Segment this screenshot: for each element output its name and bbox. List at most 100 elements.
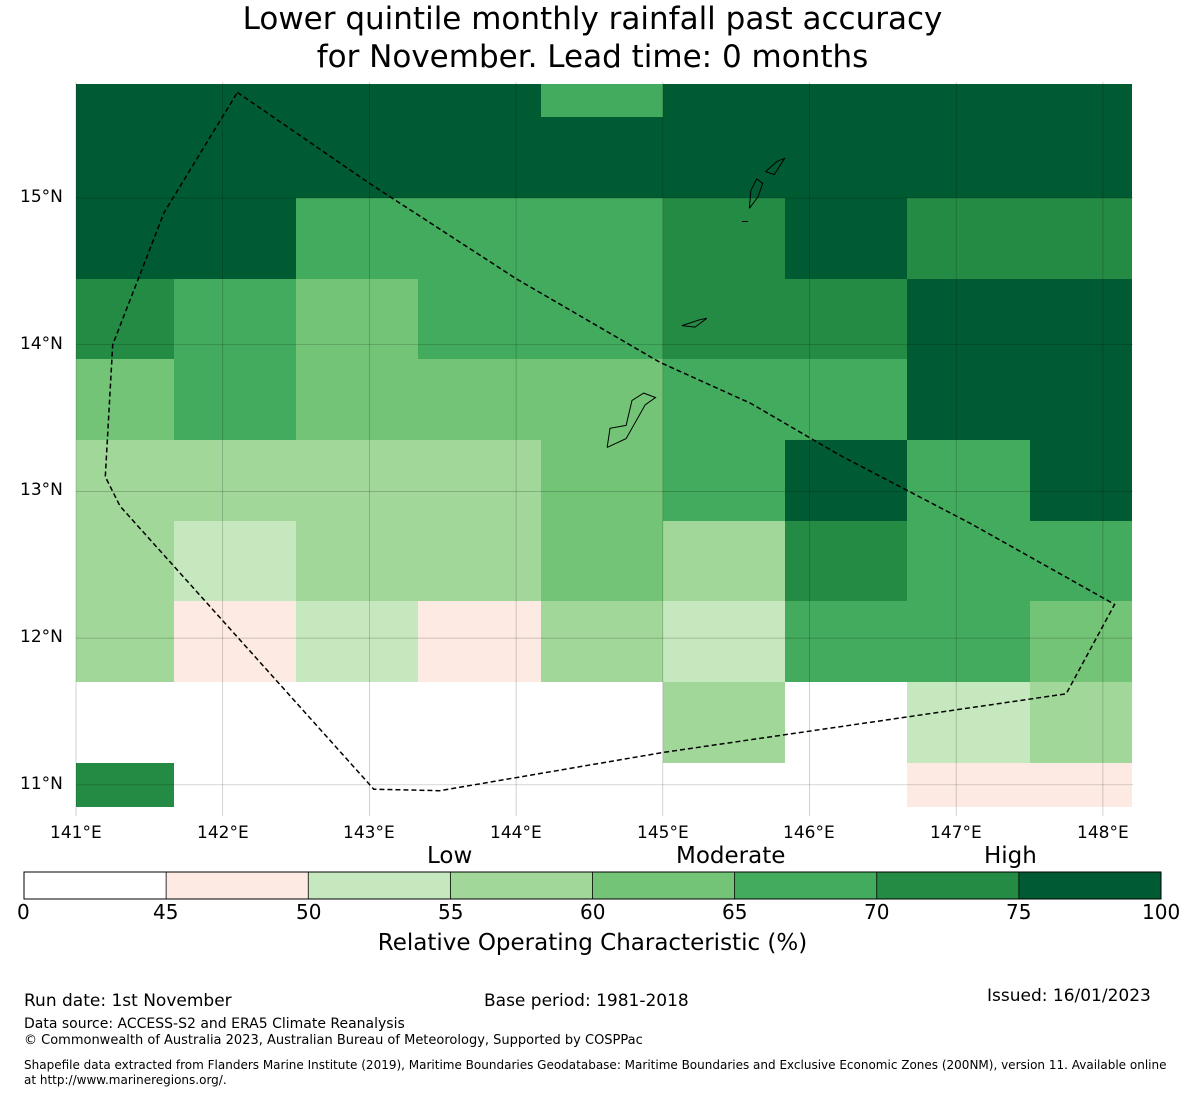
lon-label: 141°E	[50, 823, 102, 843]
grid-cell	[663, 601, 785, 682]
grid-cell	[296, 440, 418, 521]
grid-cell	[174, 84, 296, 117]
lon-label: 143°E	[343, 823, 395, 843]
grid-cell	[174, 198, 296, 279]
shapefile-credit-line-1: Shapefile data extracted from Flanders M…	[24, 1058, 1167, 1072]
grid-cell	[76, 682, 174, 763]
grid-cell	[296, 601, 418, 682]
colorbar-segment	[450, 872, 593, 899]
title-line-1: Lower quintile monthly rainfall past acc…	[242, 1, 943, 37]
grid-cell	[541, 359, 663, 440]
island-outline	[748, 178, 764, 209]
grid-cell	[663, 359, 785, 440]
colorbar-frame	[23, 871, 1162, 900]
grid-cell	[541, 601, 663, 682]
grid-cell	[296, 521, 418, 601]
lon-label: 146°E	[783, 823, 835, 843]
grid-cell	[174, 440, 296, 521]
grid-cell	[76, 763, 174, 807]
grid-cell	[907, 763, 1030, 807]
grid-cell	[663, 440, 785, 521]
colorbar-segment	[592, 872, 735, 899]
grid-cell	[907, 359, 1030, 440]
grid-cell	[174, 763, 296, 807]
lat-label: 11°N	[20, 774, 63, 794]
lat-label: 15°N	[20, 187, 63, 207]
grid-cell	[785, 521, 907, 601]
grid-cell	[907, 84, 1030, 117]
grid-cell	[296, 279, 418, 359]
grid-cell	[418, 117, 541, 198]
grid-cell	[76, 440, 174, 521]
grid-cell	[418, 440, 541, 521]
grid-cell	[785, 440, 907, 521]
island-outline	[765, 157, 786, 176]
grid-cell	[1030, 359, 1132, 440]
grid-cell	[1030, 682, 1132, 763]
grid-cell	[541, 521, 663, 601]
grid-cell	[541, 763, 663, 807]
grid-cell	[76, 117, 174, 198]
grid-cell	[663, 521, 785, 601]
island-outline	[606, 392, 657, 448]
grid-cell	[418, 359, 541, 440]
map-title: Lower quintile monthly rainfall past acc…	[0, 0, 1185, 76]
grid-cell	[76, 359, 174, 440]
grid-cell	[174, 359, 296, 440]
grid-cell	[1030, 601, 1132, 682]
grid-cell	[76, 521, 174, 601]
grid-cell	[296, 682, 418, 763]
grid-cell	[541, 117, 663, 198]
grid-cell	[174, 601, 296, 682]
grid-cell	[907, 682, 1030, 763]
grid-cell	[296, 117, 418, 198]
colorbar-segment	[876, 872, 1019, 899]
colorbar	[23, 871, 1162, 900]
colorbar-tick: 55	[438, 900, 464, 924]
grid-cell	[541, 84, 663, 117]
data-source: Data source: ACCESS-S2 and ERA5 Climate …	[24, 1016, 405, 1032]
lon-label: 147°E	[930, 823, 982, 843]
grid-cell	[785, 359, 907, 440]
colorbar-segment	[308, 872, 451, 899]
title-line-2: for November. Lead time: 0 months	[316, 39, 869, 75]
grid-cell	[663, 763, 785, 807]
lon-label: 148°E	[1077, 823, 1129, 843]
lon-label: 142°E	[197, 823, 249, 843]
graticule	[75, 82, 1133, 816]
grid-cell	[663, 84, 785, 117]
grid-cell	[663, 279, 785, 359]
grid-cell	[785, 763, 907, 807]
grid-cell	[1030, 521, 1132, 601]
run-date: Run date: 1st November	[24, 991, 232, 1011]
lon-label: 144°E	[490, 823, 542, 843]
grid-cell	[418, 521, 541, 601]
colorbar-segment	[734, 872, 877, 899]
lat-label: 13°N	[20, 480, 63, 500]
grid-cell	[907, 601, 1030, 682]
colorbar-tick: 100	[1142, 900, 1181, 924]
grid-cell	[1030, 440, 1132, 521]
grid-cell	[785, 279, 907, 359]
grid-cell	[541, 682, 663, 763]
colorbar-tick: 50	[296, 900, 322, 924]
grid-cell	[907, 279, 1030, 359]
islands	[606, 157, 786, 448]
colorbar-segment	[166, 872, 309, 899]
grid-cell	[296, 359, 418, 440]
grid-cell	[418, 601, 541, 682]
grid-cell	[76, 198, 174, 279]
grid-cell	[663, 682, 785, 763]
grid-cell	[296, 84, 418, 117]
base-period: Base period: 1981-2018	[484, 991, 689, 1011]
grid-cell	[785, 601, 907, 682]
grid-cell	[541, 198, 663, 279]
grid-cell	[1030, 198, 1132, 279]
grid-cell	[663, 117, 785, 198]
colorbar-segment	[24, 872, 167, 899]
colorbar-tick: 65	[722, 900, 748, 924]
grid-cell	[418, 198, 541, 279]
colorbar-tick: 70	[864, 900, 890, 924]
grid-cell	[174, 117, 296, 198]
